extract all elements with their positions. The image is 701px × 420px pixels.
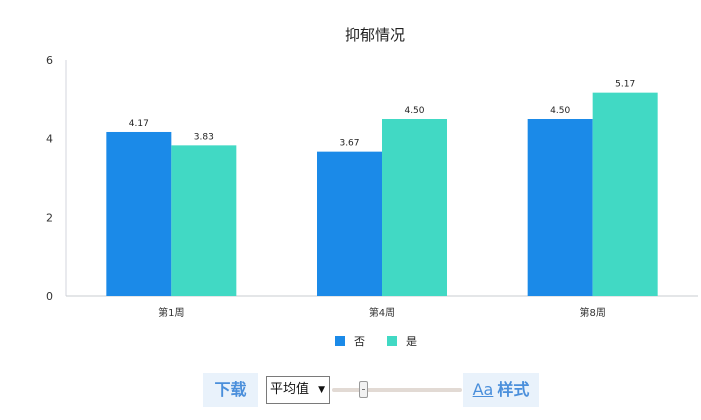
x-tick-label: 第1周 <box>158 306 184 319</box>
style-button[interactable]: Aa 样式 <box>463 373 539 407</box>
data-label: 4.50 <box>404 106 424 116</box>
slider-track <box>332 388 462 392</box>
x-tick-label: 第4周 <box>369 306 395 319</box>
legend-label: 否 <box>354 335 365 348</box>
bar <box>527 119 593 296</box>
data-label: 3.67 <box>339 139 359 149</box>
legend-swatch <box>387 336 397 346</box>
chart-toolbar: 下载 平均值 ▼ Aa 样式 <box>203 373 539 407</box>
data-label: 4.17 <box>129 119 149 129</box>
aggregation-select[interactable]: 平均值 ▼ <box>266 376 330 404</box>
bar-series-group: 4.17 3.67 4.50 3.83 4.50 5.17 <box>106 80 658 296</box>
legend-label: 是 <box>406 335 417 348</box>
bar <box>317 151 382 296</box>
legend: 否是 <box>335 335 417 348</box>
font-style-icon: Aa <box>472 380 494 399</box>
bar <box>106 131 172 296</box>
y-tick-label: 6 <box>46 54 53 67</box>
y-tick-label: 4 <box>46 133 53 146</box>
style-button-label: 样式 <box>497 380 530 399</box>
data-label: 5.17 <box>615 80 635 90</box>
download-button[interactable]: 下载 <box>203 373 258 407</box>
size-slider[interactable] <box>332 376 462 404</box>
x-tick-label: 第8周 <box>579 306 605 319</box>
bar <box>382 119 447 296</box>
chevron-down-icon: ▼ <box>318 385 325 395</box>
y-tick-label: 0 <box>46 290 53 303</box>
bar <box>171 145 237 296</box>
y-tick-label: 2 <box>46 211 53 224</box>
slider-thumb[interactable] <box>359 381 368 398</box>
legend-swatch <box>335 336 345 346</box>
y-axis: 0 2 4 6 <box>46 54 67 303</box>
aggregation-select-value: 平均值 <box>270 382 310 397</box>
x-axis: 第1周 第4周 第8周 <box>66 295 698 319</box>
chart-title: 抑郁情况 <box>345 26 405 44</box>
data-label: 4.50 <box>550 106 570 116</box>
bar <box>592 92 658 296</box>
data-label: 3.83 <box>194 132 214 142</box>
chart-area: 抑郁情况 0 2 4 6 第1周 第4周 第8周 4.17 3.67 4.50 3.83 4.50… <box>46 26 698 348</box>
